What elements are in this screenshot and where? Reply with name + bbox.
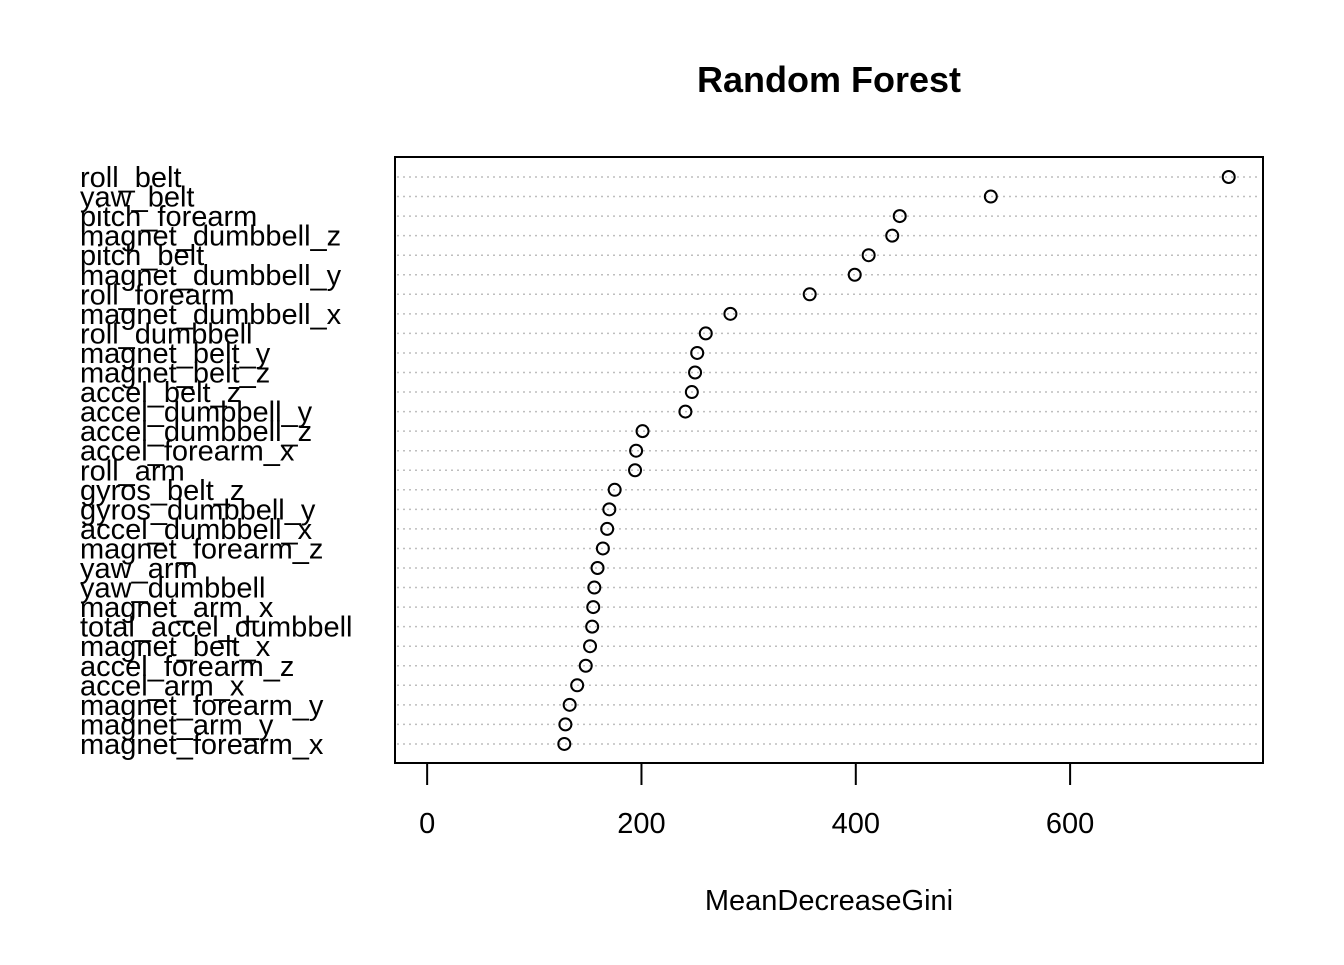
category-label: magnet_forearm_z	[80, 533, 323, 565]
data-point	[586, 600, 601, 615]
category-label: roll_belt	[80, 162, 182, 194]
category-label: pitch_belt	[80, 240, 204, 272]
data-point	[557, 736, 572, 751]
category-label: magnet_dumbbell_y	[80, 260, 342, 292]
category-labels: roll_beltyaw_beltpitch_forearmmagnet_dum…	[80, 162, 352, 761]
data-point	[595, 541, 610, 556]
data-point	[802, 287, 817, 302]
data-point	[678, 404, 693, 419]
category-label: total_accel_dumbbell	[80, 612, 352, 644]
data-point	[570, 678, 585, 693]
category-label: magnet_dumbbell_z	[80, 221, 341, 253]
data-point	[602, 502, 617, 517]
category-label: magnet_belt_z	[80, 358, 270, 390]
data-points	[557, 170, 1236, 751]
data-point	[723, 306, 738, 321]
category-label: accel_forearm_z	[80, 651, 294, 683]
x-tick-label: 600	[1046, 808, 1094, 840]
data-point	[607, 482, 622, 497]
data-point	[583, 639, 598, 654]
data-point	[847, 267, 862, 282]
category-label: accel_belt_z	[80, 377, 241, 409]
category-label: gyros_dumbbell_y	[80, 494, 316, 526]
category-label: magnet_dumbbell_x	[80, 299, 342, 331]
category-label: magnet_forearm_x	[80, 729, 324, 761]
data-point	[861, 248, 876, 263]
data-point	[698, 326, 713, 341]
category-label: yaw_dumbbell	[80, 573, 265, 605]
data-point	[690, 345, 705, 360]
data-point	[892, 209, 907, 224]
category-label: yaw_belt	[80, 182, 194, 214]
category-label: accel_forearm_x	[80, 436, 295, 468]
category-label: magnet_forearm_y	[80, 690, 324, 722]
category-label: magnet_arm_x	[80, 592, 274, 624]
category-label: accel_dumbbell_z	[80, 416, 312, 448]
category-label: magnet_belt_x	[80, 631, 271, 663]
data-point	[684, 385, 699, 400]
data-point	[1221, 170, 1236, 184]
data-point	[629, 443, 644, 458]
x-tick-label: 0	[419, 808, 435, 840]
x-axis-label: MeanDecreaseGini	[705, 885, 953, 917]
data-point	[983, 189, 998, 204]
plot-frame	[394, 156, 1264, 764]
category-label: magnet_belt_y	[80, 338, 271, 370]
category-label: accel_dumbbell_x	[80, 514, 313, 546]
category-label: magnet_arm_y	[80, 709, 274, 741]
category-label: yaw_arm	[80, 553, 198, 585]
category-label: accel_dumbbell_y	[80, 397, 313, 429]
category-label: roll_dumbbell	[80, 318, 253, 350]
category-label: roll_arm	[80, 455, 185, 487]
data-point	[558, 717, 573, 732]
category-label: gyros_belt_z	[80, 475, 244, 507]
data-point	[628, 463, 643, 478]
category-label: roll_forearm	[80, 279, 235, 311]
x-tick-label: 400	[832, 808, 880, 840]
data-point	[585, 619, 600, 634]
data-point	[600, 521, 615, 536]
x-axis: 0 200 400 600	[419, 762, 1094, 840]
data-point	[688, 365, 703, 380]
data-point	[635, 424, 650, 439]
data-point	[587, 580, 602, 595]
x-tick-label: 200	[617, 808, 665, 840]
data-point	[562, 697, 577, 712]
data-point	[590, 561, 605, 575]
grid-lines	[397, 176, 1261, 745]
data-point	[885, 228, 900, 243]
category-label: accel_arm_x	[80, 670, 245, 702]
data-point	[578, 658, 593, 673]
chart-title: Random Forest	[697, 59, 961, 100]
category-label: pitch_forearm	[80, 201, 257, 233]
